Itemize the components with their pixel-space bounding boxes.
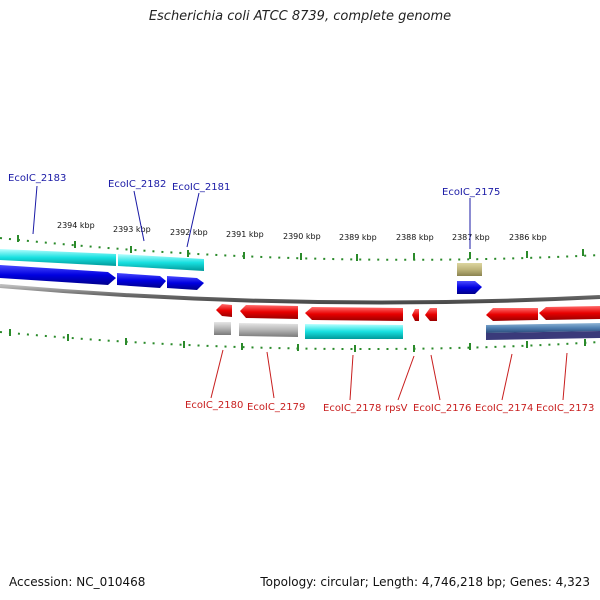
gene-arrow-ecoic-2181[interactable] [167, 276, 204, 290]
gene-label-ecoic-2173[interactable]: EcoIC_2173 [536, 403, 594, 414]
cds-bar-cyan-top[interactable] [0, 249, 116, 266]
kbp-label: 2391 kbp [226, 230, 264, 239]
kbp-label: 2394 kbp [57, 221, 95, 230]
gene-arrow-ecoic-2173[interactable] [539, 306, 600, 320]
kbp-label: 2390 kbp [283, 232, 321, 241]
genome-summary-text: Topology: circular; Length: 4,746,218 bp… [260, 575, 590, 589]
map-title: Escherichia coli ATCC 8739, complete gen… [148, 9, 452, 24]
cds-bar-slate[interactable] [486, 323, 600, 333]
gene-label-ecoic-2175[interactable]: EcoIC_2175 [442, 187, 500, 198]
cds-bar-gray[interactable] [214, 322, 231, 335]
gene-label-ecoic-2176[interactable]: EcoIC_2176 [413, 403, 471, 414]
gene-label-ecoic-2180[interactable]: EcoIC_2180 [185, 400, 243, 411]
kbp-label: 2387 kbp [452, 233, 490, 242]
gene-label-ecoic-2182[interactable]: EcoIC_2182 [108, 179, 166, 190]
gene-label-ecoic-2178[interactable]: EcoIC_2178 [323, 403, 381, 414]
gene-label-ecoic-2174[interactable]: EcoIC_2174 [475, 403, 533, 414]
gene-arrow-ecoic-2176[interactable] [425, 308, 437, 321]
kbp-label: 2386 kbp [509, 233, 547, 242]
gene-arrow-ecoic-2178[interactable] [305, 307, 403, 321]
bottom-major-ticks [9, 329, 586, 352]
cds-bar-cyan-top[interactable] [118, 254, 204, 271]
gene-arrow-ecoic-2180[interactable] [216, 304, 232, 317]
kbp-label: 2389 kbp [339, 233, 377, 242]
kbp-label: 2388 kbp [396, 233, 434, 242]
accession-text: Accession: NC_010468 [9, 575, 146, 589]
cds-bar-cyan-bottom[interactable] [305, 324, 403, 339]
gene-arrow-ecoic-2174[interactable] [486, 308, 538, 321]
top-callout-lines [32, 185, 471, 249]
top-major-ticks [17, 235, 584, 261]
gene-arrow-ecoic-2183[interactable] [0, 265, 116, 285]
gene-arrow-ecoic-2175[interactable] [457, 281, 482, 294]
genome-backbone [0, 284, 600, 305]
gene-label-ecoic-2181[interactable]: EcoIC_2181 [172, 182, 230, 193]
gene-arrow-ecoic-2179[interactable] [240, 305, 298, 319]
gene-label-rpsv[interactable]: rpsV [385, 403, 408, 414]
gene-arrow-rpsv[interactable] [412, 309, 419, 321]
cds-bar-navy[interactable] [486, 331, 600, 340]
cds-bar-gray[interactable] [239, 323, 298, 337]
gene-arrow-ecoic-2182[interactable] [117, 273, 166, 288]
bottom-callout-lines [210, 349, 568, 401]
gene-label-ecoic-2183[interactable]: EcoIC_2183 [8, 173, 66, 184]
kbp-label: 2393 kbp [113, 225, 151, 234]
kbp-label: 2392 kbp [170, 228, 208, 237]
kbp-labels: 2394 kbp 2393 kbp 2392 kbp 2391 kbp 2390… [57, 221, 547, 242]
feature-box-olive[interactable] [457, 263, 482, 276]
gene-label-ecoic-2179[interactable]: EcoIC_2179 [247, 402, 305, 413]
